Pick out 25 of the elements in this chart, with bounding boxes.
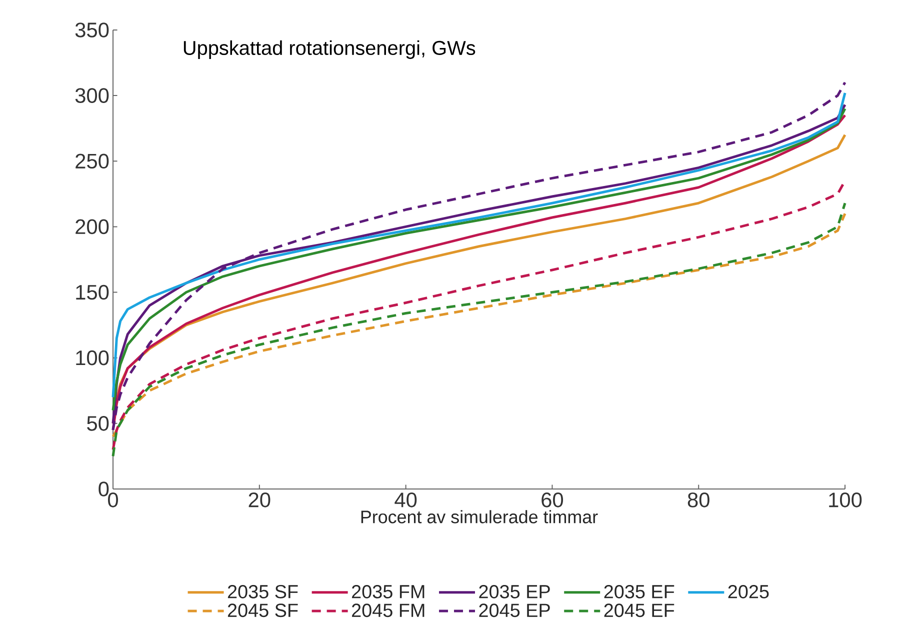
x-tick-label: 100 [829,492,862,508]
x-tick-label: 20 [248,492,270,508]
legend-label: 2045 FM [352,604,424,618]
legend-label: 2025 [728,584,769,598]
x-axis-title: Procent av simulerade timmar [361,510,598,524]
x-tick-label: 0 [108,492,118,508]
y-tick-label: 250 [76,154,109,169]
y-tick-label: 200 [76,219,109,234]
legend-label: 2035 SF [228,584,298,598]
y-tick-label: 150 [76,284,109,300]
legend-label: 2035 EP [479,584,550,598]
chart-title: Uppskattad rotationsenergi, GWs [184,40,476,59]
legend-label: 2045 SF [228,604,298,618]
legend-label: 2045 EF [604,604,674,618]
x-tick-label: 80 [688,492,710,508]
y-tick-label: 100 [76,350,109,366]
x-tick-label: 60 [542,492,564,508]
legend-label: 2045 EP [479,604,550,618]
x-tick-label: 40 [394,492,417,508]
legend-label: 2035 FM [352,584,424,598]
y-tick-label: 350 [75,22,109,38]
y-tick-label: 0 [98,482,109,496]
legend-label: 2035 EF [604,584,674,598]
y-tick-label: 50 [87,416,109,431]
y-tick-label: 300 [75,88,109,103]
